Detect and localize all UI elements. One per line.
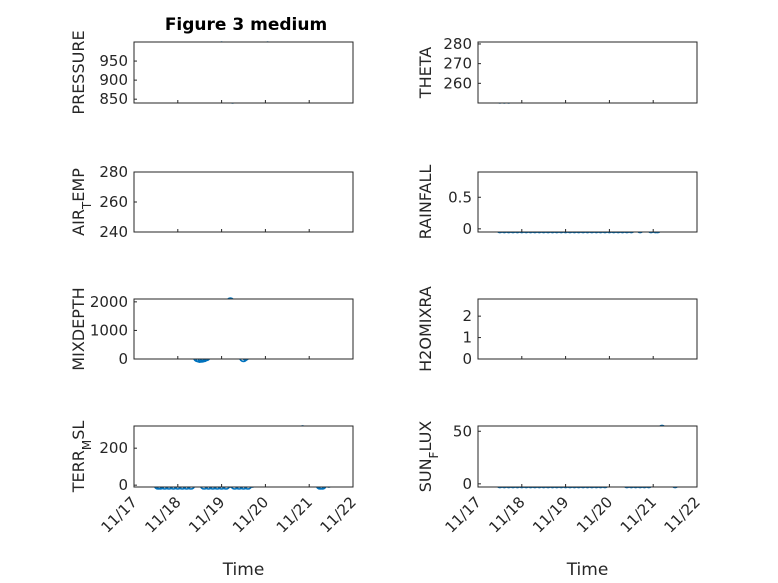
y-tick-label: 0: [118, 476, 128, 494]
y-axis-label: H2OMIXRA: [416, 286, 435, 372]
y-axis-label: RAINFALL: [416, 165, 435, 240]
y-axis-label: PRESSURE: [69, 30, 88, 114]
y-tick-label: 0: [118, 350, 128, 368]
y-tick-label: 0: [462, 350, 472, 368]
y-axis-label: THETA: [416, 47, 435, 99]
figure-title: Figure 3 medium: [165, 15, 327, 35]
x-axis-label: Time: [222, 560, 265, 580]
subplot-air-temp: 240 260 280 AIRTEMP: [69, 163, 354, 241]
y-tick-label: 270: [443, 55, 472, 73]
y-tick-label: 50: [453, 422, 472, 440]
y-tick-label: 0: [462, 475, 472, 493]
axes-frame: [133, 41, 354, 104]
y-tick-label: 1: [462, 329, 472, 347]
y-tick-label: 200: [99, 439, 128, 457]
y-tick-label: 900: [99, 71, 128, 89]
y-tick-label: 0.5: [448, 188, 472, 206]
y-tick-label: 950: [99, 52, 128, 70]
subplot-h2omixra: 0 1 2 H2OMIXRA: [416, 286, 698, 372]
y-axis-label: TERRMSL: [69, 421, 94, 494]
y-tick-label: 280: [443, 35, 472, 53]
axes-frame: [133, 425, 354, 488]
y-tick-label: 1000: [90, 321, 128, 339]
axes-frame: [133, 298, 354, 360]
axes-frame: [477, 425, 698, 488]
axes-frame: [477, 171, 698, 233]
y-axis-label: MIXDEPTH: [69, 287, 88, 370]
y-tick-label: 280: [99, 163, 128, 181]
y-tick-label: 260: [99, 193, 128, 211]
y-axis-label: AIRTEMP: [69, 168, 94, 236]
y-tick-label: 0: [462, 220, 472, 238]
x-axis-label: Time: [566, 560, 609, 580]
y-axis-label: SUNFLUX: [416, 421, 441, 493]
axes-frame: [477, 298, 698, 360]
axes-frame: [133, 171, 354, 233]
y-tick-label: 260: [443, 74, 472, 92]
y-tick-label: 2000: [90, 293, 128, 311]
y-tick-label: 2: [462, 307, 472, 325]
subplot-rainfall: 0 0.5 RAINFALL: [416, 165, 698, 240]
axes-frame: [477, 41, 698, 104]
y-tick-label: 240: [99, 223, 128, 241]
y-tick-label: 850: [99, 90, 128, 108]
